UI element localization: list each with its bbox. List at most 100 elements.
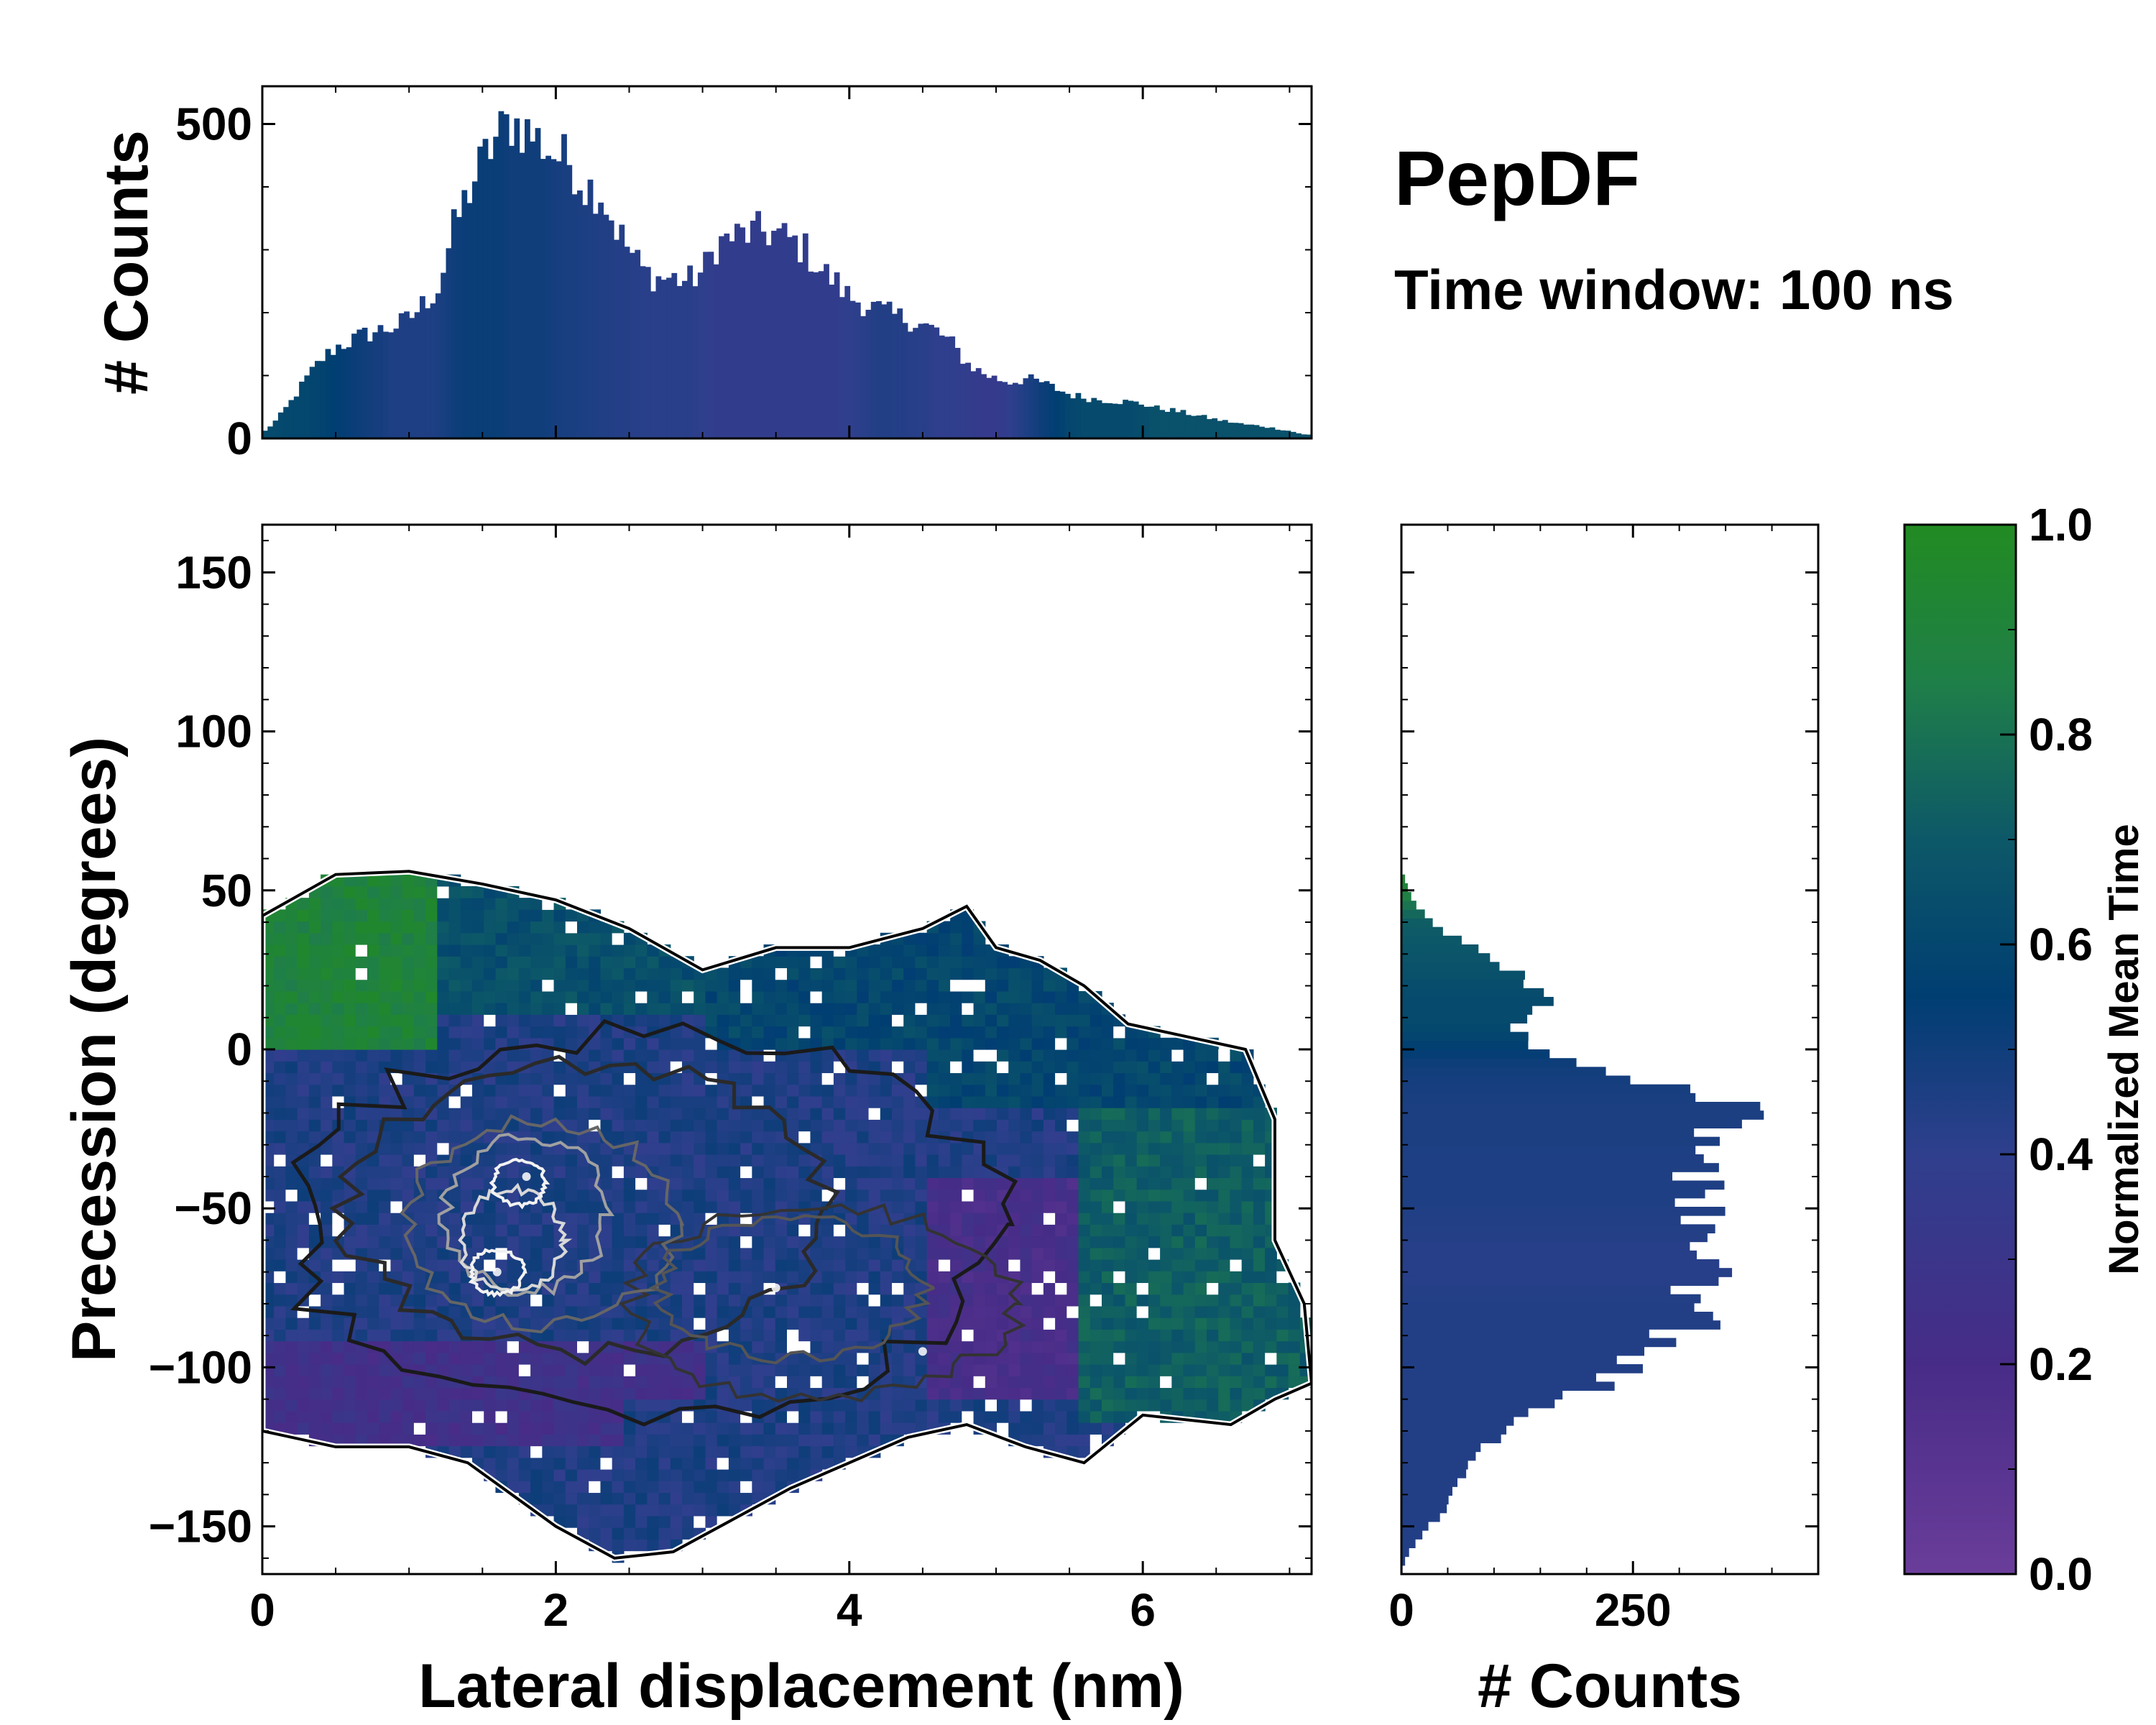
- heatmap-cell: [1148, 1364, 1161, 1376]
- heatmap-cell: [1136, 1084, 1149, 1097]
- heatmap-cell: [647, 990, 660, 1003]
- heatmap-cell: [1241, 1364, 1254, 1376]
- heatmap-cell: [833, 1294, 846, 1307]
- heatmap-cell: [833, 1154, 846, 1167]
- heatmap-cell: [705, 1084, 718, 1097]
- heatmap-cell: [553, 1166, 566, 1179]
- heatmap-cell: [775, 1072, 788, 1085]
- heatmap-cell: [647, 1399, 660, 1412]
- heatmap-cell: [962, 1247, 975, 1260]
- heatmap-cell: [880, 1422, 893, 1435]
- heatmap-cell: [1125, 1213, 1138, 1225]
- top-hist-bar: [729, 241, 735, 438]
- heatmap-cell: [903, 1376, 916, 1389]
- heatmap-cell: [484, 956, 497, 969]
- heatmap-cell: [926, 1177, 939, 1190]
- heatmap-cell: [1194, 1095, 1207, 1108]
- heatmap-cell: [682, 1084, 694, 1097]
- heatmap-cell: [682, 1189, 694, 1202]
- heatmap-cell: [507, 1236, 520, 1248]
- heatmap-cell: [1008, 1072, 1021, 1085]
- heatmap-cell: [495, 1352, 508, 1365]
- heatmap-cell: [985, 1189, 998, 1202]
- top-hist-bar: [666, 277, 672, 438]
- heatmap-cell: [344, 1282, 356, 1295]
- heatmap-cell: [530, 979, 543, 992]
- right-hist-bar: [1401, 1364, 1643, 1374]
- heatmap-cell: [787, 1037, 799, 1050]
- heatmap-cell: [437, 1317, 450, 1330]
- heatmap-cell: [507, 898, 520, 910]
- heatmap-cell: [542, 1457, 555, 1470]
- heatmap-cell: [472, 1177, 484, 1190]
- heatmap-cell: [821, 1154, 834, 1167]
- heatmap-cell: [472, 1037, 484, 1050]
- heatmap-cell: [658, 1504, 671, 1517]
- heatmap-cell: [623, 1376, 636, 1389]
- heatmap-cell: [717, 1014, 729, 1027]
- heatmap-cell: [448, 1340, 461, 1353]
- heatmap-cell: [798, 1095, 811, 1108]
- heatmap-cell: [775, 979, 788, 992]
- heatmap-cell: [1194, 1317, 1207, 1330]
- heatmap-cell: [1160, 1247, 1172, 1260]
- heatmap-cell: [507, 1084, 520, 1097]
- heatmap-cell: [985, 1003, 998, 1015]
- heatmap-cell: [1008, 1014, 1021, 1027]
- heatmap-cell: [332, 1049, 345, 1062]
- heatmap-cell: [460, 1410, 473, 1423]
- heatmap-cell: [810, 1376, 823, 1389]
- heatmap-cell: [577, 1457, 589, 1470]
- heatmap-cell: [810, 1399, 823, 1412]
- heatmap-cell: [495, 932, 508, 945]
- heatmap-cell: [787, 1003, 799, 1015]
- heatmap-cell: [705, 1305, 718, 1318]
- heatmap-cell: [1067, 1084, 1079, 1097]
- density-contour: [648, 1214, 935, 1365]
- right-hist-bar: [1401, 892, 1411, 901]
- top-hist-bar: [929, 324, 934, 438]
- heatmap-cell: [1276, 1294, 1289, 1307]
- heatmap-cell: [775, 1189, 788, 1202]
- heatmap-cell: [798, 1084, 811, 1097]
- heatmap-cell: [950, 1200, 962, 1213]
- heatmap-cell: [553, 1422, 566, 1435]
- heatmap-cell: [472, 1236, 484, 1248]
- heatmap-cell: [542, 1376, 555, 1389]
- heatmap-cell: [635, 1213, 648, 1225]
- main-ytick-label: −150: [149, 1501, 252, 1552]
- heatmap-cell: [635, 1469, 648, 1481]
- heatmap-cell: [1241, 1166, 1254, 1179]
- heatmap-cell: [1253, 1189, 1266, 1202]
- heatmap-cell: [740, 1434, 752, 1447]
- heatmap-cell: [612, 1189, 625, 1202]
- heatmap-cell: [472, 932, 484, 945]
- heatmap-cell: [647, 1387, 660, 1400]
- heatmap-cell: [728, 1026, 741, 1039]
- top-hist-bar: [645, 267, 651, 438]
- heatmap-cell: [425, 1119, 438, 1132]
- heatmap-cell: [472, 979, 484, 992]
- right-hist-bar: [1401, 1084, 1690, 1094]
- heatmap-cell: [1078, 1317, 1091, 1330]
- heatmap-cell: [308, 1061, 321, 1074]
- heatmap-cell: [903, 1072, 916, 1085]
- heatmap-cell: [810, 1294, 823, 1307]
- heatmap-cell: [1055, 1189, 1067, 1202]
- heatmap-cell: [962, 1387, 975, 1400]
- heatmap-cell: [600, 1108, 613, 1120]
- heatmap-cell: [798, 1376, 811, 1389]
- heatmap-cell: [740, 1247, 752, 1260]
- heatmap-cell: [390, 1317, 403, 1330]
- heatmap-cell: [775, 1271, 788, 1284]
- heatmap-cell: [903, 1061, 916, 1074]
- heatmap-cell: [1067, 1236, 1079, 1248]
- heatmap-cell: [1055, 990, 1067, 1003]
- heatmap-cell: [1078, 1189, 1091, 1202]
- heatmap-cell: [1113, 1095, 1126, 1108]
- heatmap-cell: [1241, 1376, 1254, 1389]
- heatmap-cell: [530, 1213, 543, 1225]
- heatmap-cell: [495, 979, 508, 992]
- heatmap-cell: [413, 1271, 426, 1284]
- heatmap-cell: [1183, 1352, 1196, 1365]
